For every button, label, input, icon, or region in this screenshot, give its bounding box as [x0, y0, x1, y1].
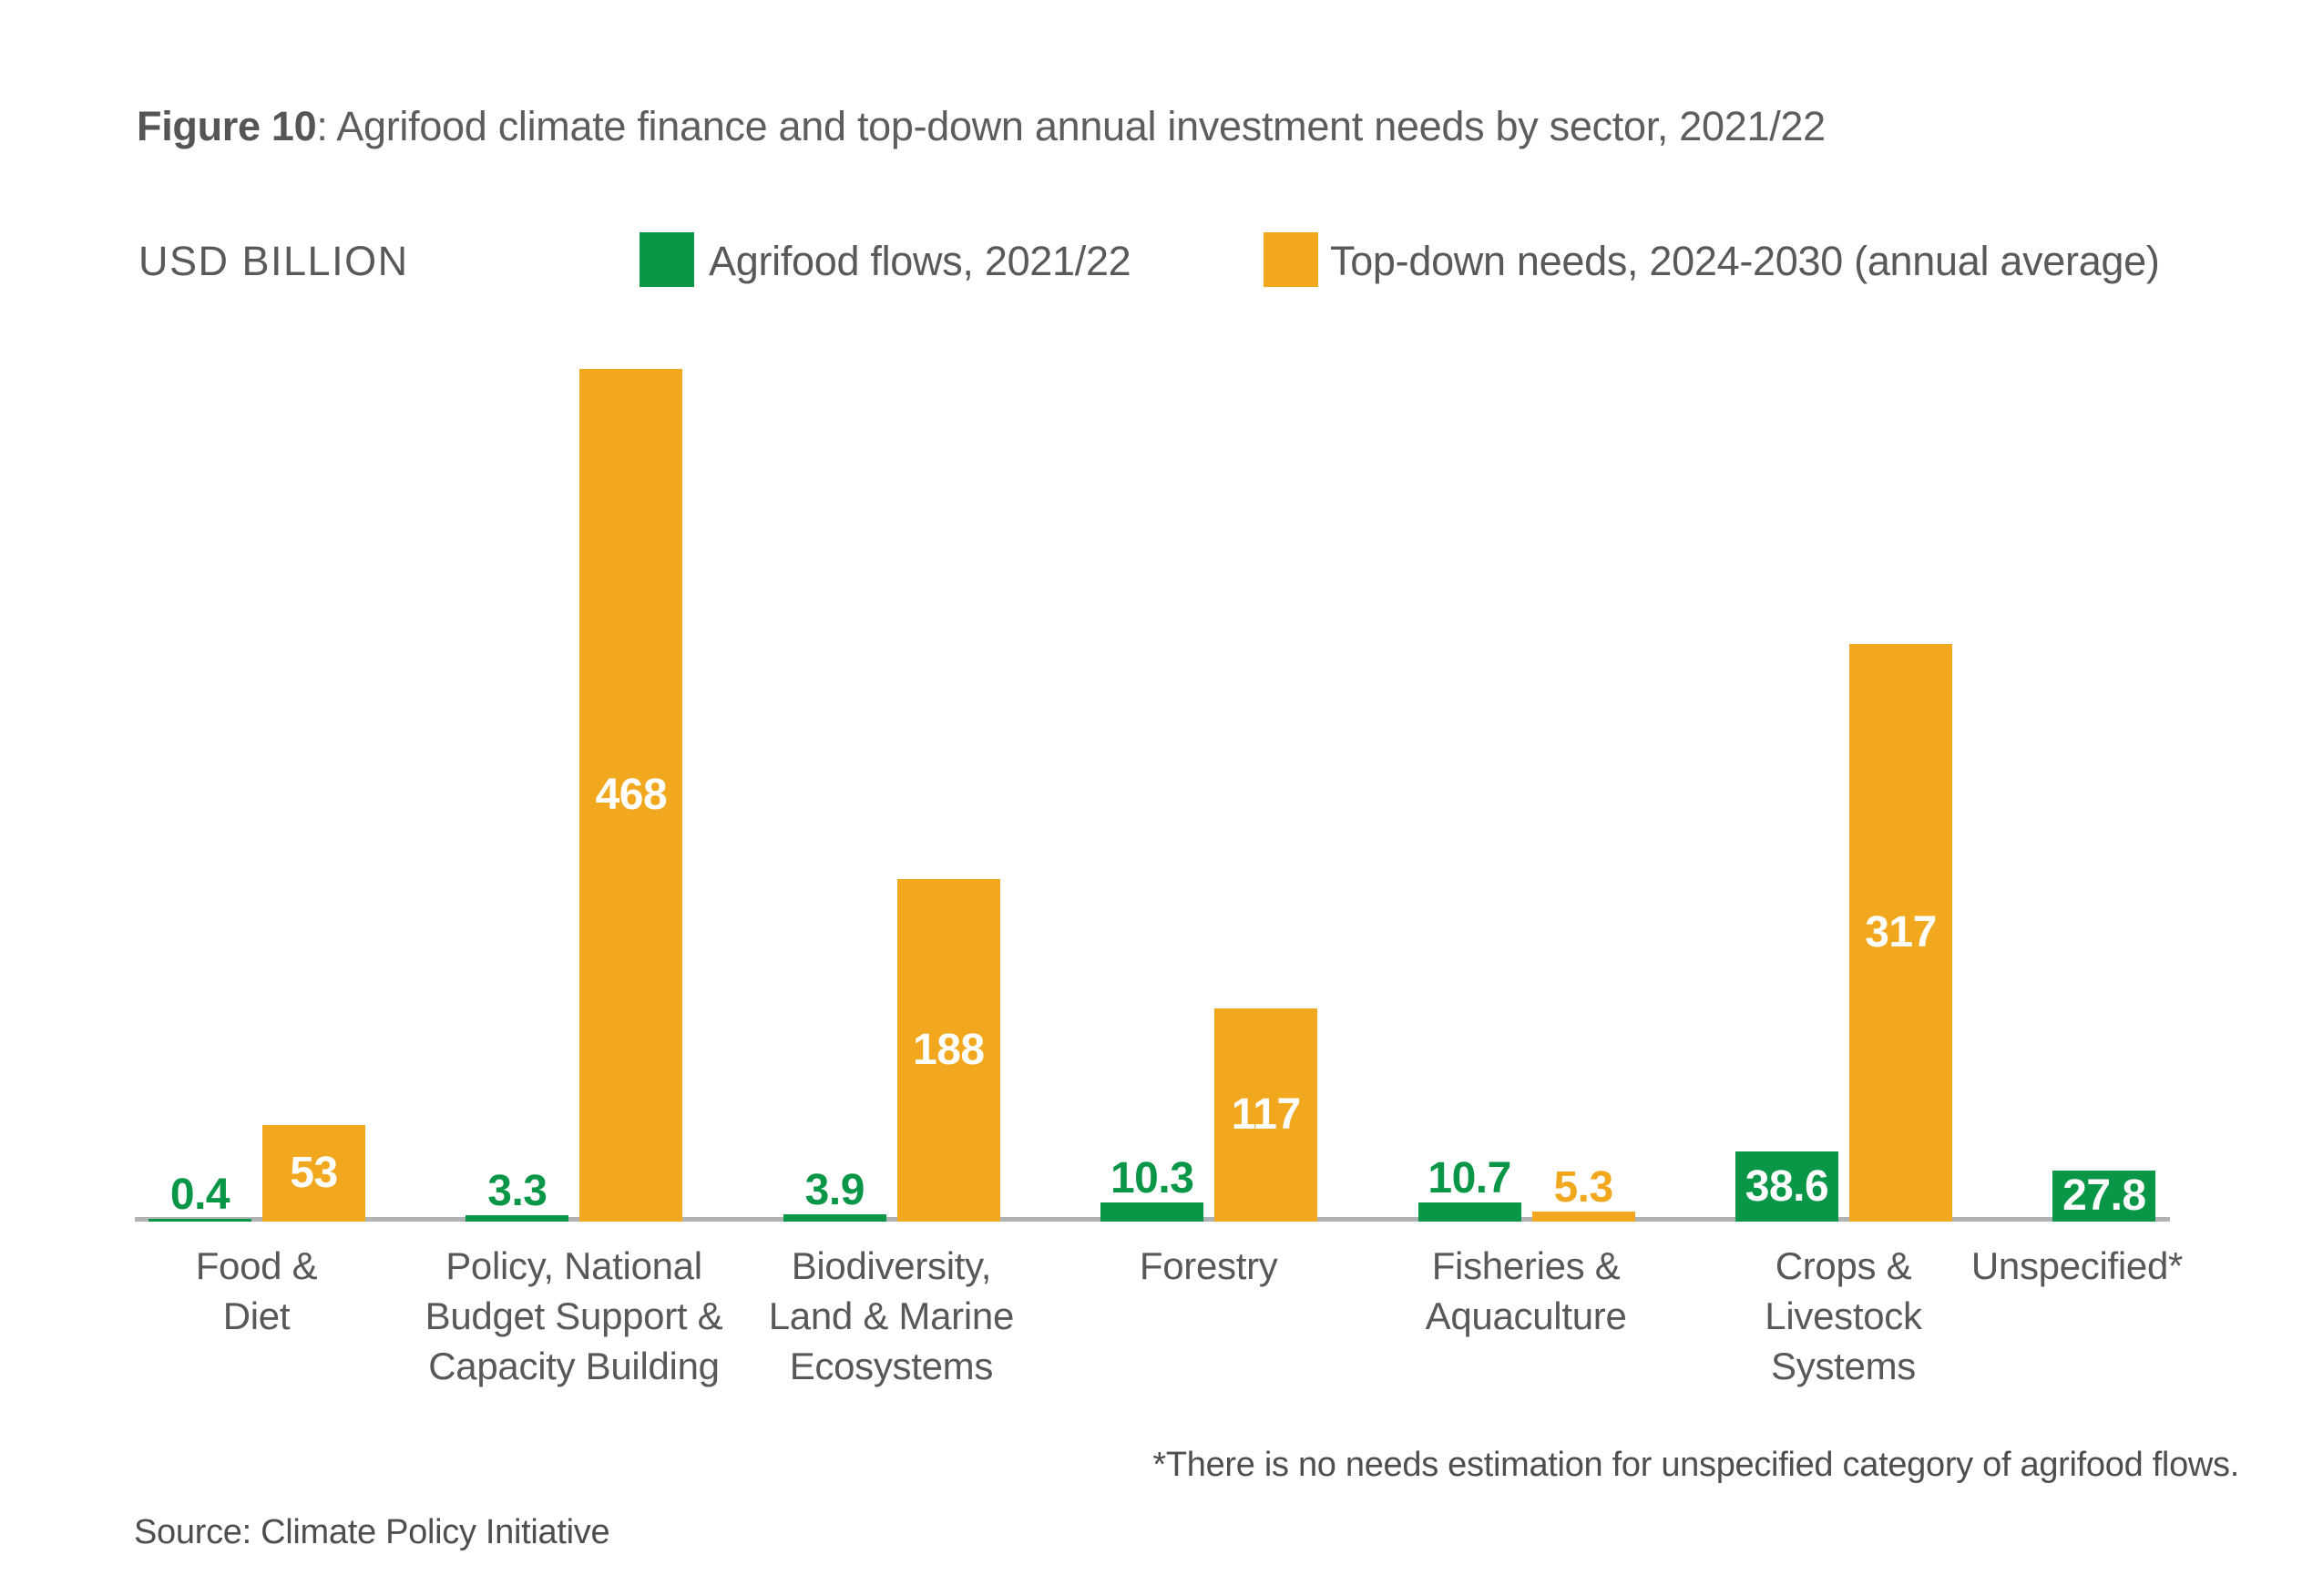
- figure-number: Figure 10: [137, 103, 317, 149]
- bar-topdown-needs-5: [1849, 644, 1952, 1222]
- figure-title-text: : Agrifood climate finance and top-down …: [316, 103, 1826, 149]
- category-label-1: Policy, National Budget Support & Capacity…: [364, 1241, 783, 1391]
- value-label-topdown-needs-1: 468: [595, 771, 668, 819]
- bar-agrifood-flows-5: [1735, 1151, 1838, 1222]
- bar-agrifood-flows-6: [2052, 1171, 2156, 1222]
- value-label-agrifood-flows-2: 3.9: [804, 1166, 865, 1214]
- category-label-line: Budget Support &: [425, 1294, 723, 1337]
- figure-title: Figure 10: Agrifood climate finance and …: [137, 102, 1826, 151]
- bar-topdown-needs-0: [262, 1125, 365, 1222]
- category-label-line: Unspecified*: [1970, 1244, 2184, 1287]
- bar-agrifood-flows-4: [1417, 1202, 1521, 1222]
- bar-agrifood-flows-2: [783, 1214, 886, 1222]
- category-label-6: Unspecified*: [1868, 1241, 2287, 1291]
- category-label-line: Policy, National: [445, 1244, 702, 1287]
- category-label-line: Biodiversity,: [791, 1244, 992, 1287]
- legend-swatch-topdown-needs: [1264, 232, 1318, 287]
- value-label-agrifood-flows-3: 10.3: [1110, 1154, 1194, 1202]
- bar-agrifood-flows-0: [148, 1219, 251, 1222]
- category-label-line: Livestock: [1765, 1294, 1922, 1337]
- source-note: Source: Climate Policy Initiative: [134, 1513, 610, 1551]
- bar-topdown-needs-1: [579, 369, 683, 1222]
- legend-swatch-agrifood-flows: [640, 232, 694, 287]
- y-axis-unit-label: USD BILLION: [138, 238, 409, 284]
- value-label-topdown-needs-5: 317: [1865, 908, 1937, 957]
- bar-topdown-needs-3: [1214, 1008, 1318, 1222]
- bar-agrifood-flows-1: [466, 1215, 569, 1222]
- legend-label-topdown-needs: Top-down needs, 2024-2030 (annual averag…: [1330, 238, 2160, 284]
- value-label-agrifood-flows-6: 27.8: [2062, 1171, 2146, 1220]
- category-label-5: Crops & Livestock Systems: [1634, 1241, 2053, 1391]
- value-label-topdown-needs-2: 188: [913, 1026, 985, 1074]
- category-label-line: Food &: [195, 1244, 318, 1287]
- category-label-line: Forestry: [1139, 1244, 1278, 1287]
- category-label-line: Capacity Building: [428, 1345, 720, 1387]
- category-label-line: Fisheries &: [1431, 1244, 1621, 1287]
- value-label-agrifood-flows-4: 10.7: [1428, 1154, 1511, 1202]
- bar-topdown-needs-4: [1531, 1212, 1635, 1222]
- category-label-line: Diet: [222, 1294, 291, 1337]
- category-label-line: Ecosystems: [789, 1345, 994, 1387]
- category-label-0: Food & Diet: [47, 1241, 466, 1341]
- category-label-line: Systems: [1771, 1345, 1916, 1387]
- category-label-line: Aquaculture: [1425, 1294, 1627, 1337]
- category-label-3: Forestry: [999, 1241, 1418, 1291]
- legend-label-agrifood-flows: Agrifood flows, 2021/22: [709, 238, 1131, 284]
- category-label-4: Fisheries & Aquaculture: [1316, 1241, 1735, 1341]
- category-label-2: Biodiversity, Land & Marine Ecosystems: [681, 1241, 1100, 1391]
- bar-topdown-needs-2: [896, 879, 1000, 1222]
- bar-agrifood-flows-3: [1100, 1202, 1204, 1222]
- value-label-topdown-needs-0: 53: [290, 1149, 338, 1197]
- value-label-topdown-needs-3: 117: [1231, 1090, 1301, 1139]
- category-label-line: Land & Marine: [768, 1294, 1015, 1337]
- value-label-agrifood-flows-5: 38.6: [1745, 1161, 1829, 1211]
- footnote: *There is no needs estimation for unspec…: [1152, 1446, 2239, 1484]
- category-label-line: Crops &: [1775, 1244, 1912, 1287]
- value-label-agrifood-flows-0: 0.4: [169, 1171, 230, 1219]
- value-label-topdown-needs-4: 5.3: [1553, 1163, 1613, 1212]
- value-label-agrifood-flows-1: 3.3: [487, 1167, 547, 1215]
